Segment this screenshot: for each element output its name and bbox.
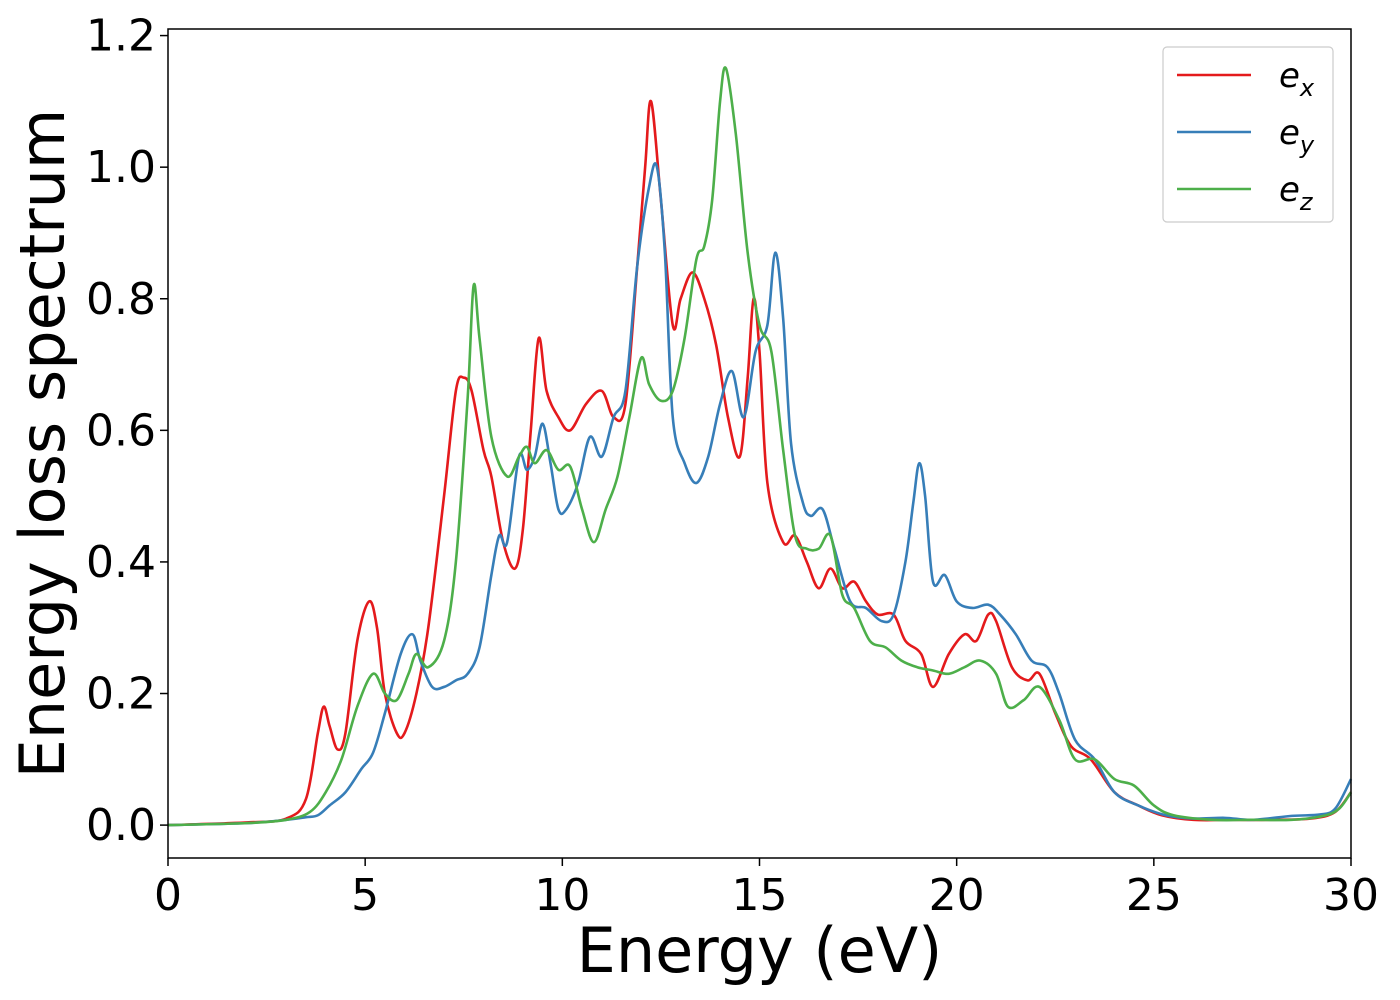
y-tick-label: 0.6 [86,405,156,456]
x-tick-label: 30 [1323,870,1379,921]
legend: ex ey ez [1162,46,1334,223]
series-line-e-y [167,162,1353,827]
series-line-e-z [167,66,1353,827]
series-line-e-x [167,99,1353,827]
y-tick-label: 1.0 [86,142,156,193]
y-axis-title: Energy loss spectrum [6,109,79,779]
y-tick-label: 0.4 [86,537,156,588]
y-tick-label: 0.2 [86,669,156,720]
y-tick-label: 1.2 [86,11,156,62]
x-axis-title: Energy (eV) [577,914,943,987]
legend-box [1162,46,1334,223]
y-tick-label: 0.8 [86,274,156,325]
x-tick-label: 25 [1126,870,1182,921]
legend-label: ey [1279,113,1315,159]
y-tick-label: 0.0 [86,800,156,851]
x-tick-label: 10 [534,870,590,921]
x-tick-label: 15 [732,870,788,921]
y-axis-ticks: 0.0 0.2 0.4 0.6 0.8 1.0 1.2 [86,11,168,851]
x-tick-label: 5 [351,870,379,921]
legend-label: ez [1279,170,1314,216]
series-layer [167,66,1353,827]
x-axis-ticks: 0 5 10 15 20 25 30 [154,858,1379,921]
x-tick-label: 0 [154,870,182,921]
x-tick-label: 20 [929,870,985,921]
legend-label: ex [1279,56,1315,102]
